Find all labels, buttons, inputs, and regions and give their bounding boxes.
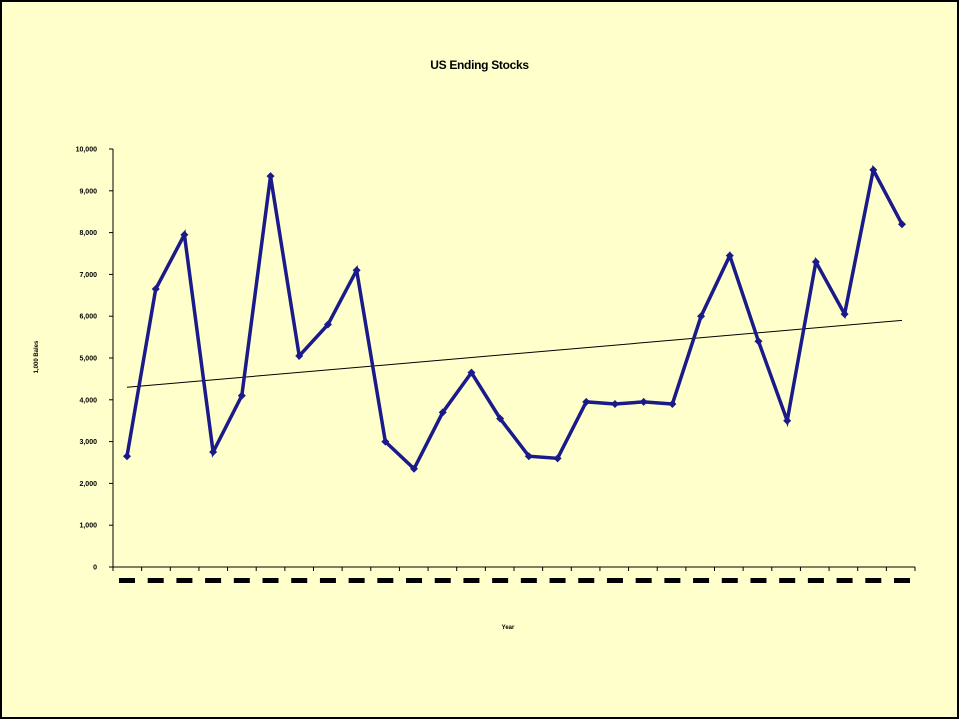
x-tick-label-illegible bbox=[176, 578, 193, 583]
data-point bbox=[524, 452, 533, 461]
y-tick-label: 9,000 bbox=[79, 188, 97, 195]
y-tick-label: 6,000 bbox=[79, 314, 97, 321]
data-point bbox=[553, 454, 562, 463]
y-tick-label: 5,000 bbox=[79, 356, 97, 363]
data-point bbox=[438, 408, 447, 417]
x-tick-label-illegible bbox=[291, 578, 308, 583]
data-points bbox=[123, 165, 906, 473]
x-tick-label-illegible bbox=[635, 578, 652, 583]
series-line bbox=[125, 164, 904, 472]
data-point bbox=[783, 416, 792, 425]
x-tick-label-illegible bbox=[693, 578, 710, 583]
data-point bbox=[352, 266, 361, 275]
data-point bbox=[840, 310, 849, 319]
x-tick-label-illegible bbox=[463, 578, 480, 583]
axes bbox=[112, 149, 915, 568]
data-point bbox=[381, 437, 390, 446]
data-point bbox=[295, 351, 304, 360]
data-point bbox=[123, 452, 131, 461]
x-ticks bbox=[112, 567, 916, 583]
x-tick-label-illegible bbox=[606, 578, 623, 583]
y-tick-label: 1,000 bbox=[79, 523, 97, 530]
x-tick-label-illegible bbox=[492, 578, 509, 583]
y-tick-label: 2,000 bbox=[79, 481, 97, 488]
x-tick-label-illegible bbox=[578, 578, 595, 583]
data-point bbox=[151, 285, 160, 294]
y-tick-label: 10,000 bbox=[76, 147, 98, 154]
data-point bbox=[639, 397, 648, 406]
y-tick-label: 4,000 bbox=[79, 397, 97, 404]
trend-line bbox=[126, 319, 903, 388]
data-point bbox=[811, 257, 820, 266]
data-point bbox=[697, 312, 706, 321]
x-tick-label-illegible bbox=[865, 578, 882, 583]
y-tick-label: 8,000 bbox=[79, 230, 97, 237]
data-point bbox=[754, 337, 763, 346]
data-point bbox=[237, 391, 246, 400]
data-point bbox=[410, 464, 419, 473]
x-tick-label-illegible bbox=[348, 578, 365, 583]
data-point bbox=[323, 320, 332, 329]
data-point bbox=[725, 251, 734, 260]
chart-title: US Ending Stocks bbox=[430, 58, 529, 72]
data-point bbox=[209, 448, 218, 457]
x-tick-label-illegible bbox=[377, 578, 394, 583]
y-tick-label: 0 bbox=[93, 565, 97, 572]
data-point bbox=[467, 368, 476, 377]
data-point bbox=[582, 397, 591, 406]
data-point bbox=[668, 399, 677, 408]
x-tick-label-illegible bbox=[721, 578, 738, 583]
x-tick-label-illegible bbox=[750, 578, 767, 583]
x-tick-label-illegible bbox=[836, 578, 853, 583]
y-tick-label: 3,000 bbox=[79, 439, 97, 446]
x-tick-label-illegible bbox=[894, 578, 910, 583]
y-axis-title: 1,000 Bales bbox=[34, 340, 40, 373]
x-tick-label-illegible bbox=[664, 578, 681, 583]
x-tick-label-illegible bbox=[233, 578, 250, 583]
x-tick-label-illegible bbox=[262, 578, 279, 583]
data-point bbox=[898, 220, 906, 229]
x-tick-label-illegible bbox=[205, 578, 222, 583]
x-tick-label-illegible bbox=[319, 578, 336, 583]
x-tick-label-illegible bbox=[807, 578, 824, 583]
x-tick-label-illegible bbox=[434, 578, 451, 583]
x-tick-label-illegible bbox=[549, 578, 566, 583]
data-point bbox=[496, 414, 505, 423]
x-tick-label-illegible bbox=[147, 578, 164, 583]
data-point bbox=[180, 230, 189, 239]
x-tick-label-illegible bbox=[406, 578, 423, 583]
data-point bbox=[869, 165, 878, 174]
data-point bbox=[610, 399, 619, 408]
x-tick-label-illegible bbox=[520, 578, 537, 583]
y-ticks: 0 1,000 2,000 3,000 4,000 5,000 6,000 7,000 8,00… bbox=[76, 147, 113, 572]
x-tick-label-illegible bbox=[119, 578, 135, 583]
y-tick-label: 7,000 bbox=[79, 272, 97, 279]
data-point bbox=[266, 172, 275, 181]
x-axis-title: Year bbox=[502, 625, 515, 631]
x-tick-label-illegible bbox=[779, 578, 796, 583]
